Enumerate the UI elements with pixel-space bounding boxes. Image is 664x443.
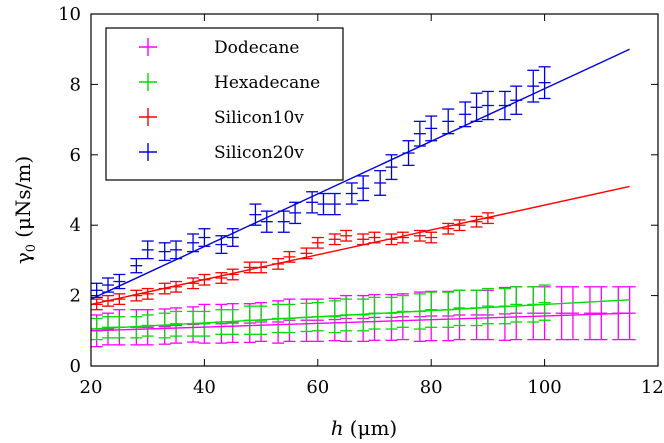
x-tick-label: 20 (80, 377, 103, 398)
legend-item-silicon20v: Silicon20v (139, 143, 304, 163)
x-tick-label: 80 (420, 377, 443, 398)
data-point (243, 261, 256, 274)
x-tick-label: 40 (193, 377, 216, 398)
fit-line-silicon20v (90, 48, 630, 300)
data-point (345, 182, 358, 205)
y-axis-label-sub: 0 (24, 244, 39, 252)
x-tick-label: 100 (527, 377, 561, 398)
y-axis-label: γ0 (μNs/m) (11, 156, 39, 264)
x-axis-label-unit: (μm) (350, 416, 398, 440)
data-point (215, 272, 228, 284)
y-tick-label: 2 (70, 286, 81, 307)
data-point (385, 154, 398, 181)
fit-line-dodecane (90, 312, 630, 332)
data-point (510, 85, 523, 115)
data-point (357, 175, 370, 202)
data-point (413, 120, 426, 147)
data-point (277, 210, 290, 233)
data-point (453, 219, 466, 232)
data-point (260, 210, 273, 233)
data-point (226, 228, 239, 247)
legend: Dodecane Hexadecane Silicon10v Silicon20v (105, 27, 344, 181)
y-tick-label: 4 (70, 215, 81, 236)
x-axis-label-main: h (331, 416, 344, 440)
fit-line-hexadecane (90, 299, 630, 330)
data-point (340, 229, 353, 242)
data-point (374, 169, 387, 196)
y-tick-label: 10 (58, 4, 81, 25)
data-point (306, 191, 319, 214)
data-point (130, 257, 143, 274)
y-tick-label: 6 (70, 145, 81, 166)
data-point (425, 231, 438, 244)
data-point (566, 286, 579, 341)
data-point (538, 284, 551, 321)
x-tick-label: 120 (641, 377, 664, 398)
y-axis-label-unit: (μNs/m) (11, 156, 35, 238)
x-axis-label: h (μm) (331, 416, 397, 440)
data-point (583, 286, 596, 341)
legend-label: Silicon10v (214, 108, 304, 128)
legend-item-silicon10v: Silicon10v (139, 108, 304, 128)
data-point (328, 233, 341, 246)
y-tick-label: 8 (70, 74, 81, 95)
fit-line-silicon10v (90, 185, 630, 306)
y-tick-label: 0 (70, 356, 81, 377)
data-point (90, 282, 103, 299)
data-point (470, 215, 483, 228)
data-point (90, 298, 103, 311)
y-axis-label-main: γ (11, 252, 35, 264)
legend-item-hexadecane: Hexadecane (139, 73, 320, 93)
data-point (538, 66, 551, 100)
data-point (402, 140, 415, 167)
data-point (442, 222, 455, 235)
data-point (170, 240, 183, 260)
plot-frame (90, 13, 659, 367)
data-point (328, 192, 341, 216)
data-point (555, 286, 568, 341)
legend-item-dodecane: Dodecane (139, 38, 299, 58)
axis-layer: 20 40 60 80 100 120 0 2 4 6 8 10 (58, 4, 664, 398)
legend-label: Hexadecane (214, 73, 320, 93)
data-point (453, 289, 466, 327)
data-point (442, 108, 455, 135)
data-point (141, 287, 154, 300)
legend-box (105, 27, 344, 181)
data-point (102, 277, 115, 293)
data-point (311, 236, 324, 249)
data-point (158, 242, 171, 262)
data-point (113, 293, 126, 306)
data-point (510, 286, 523, 323)
series-hexadecane (90, 284, 551, 341)
fit-layer (90, 48, 630, 332)
data-point (595, 286, 608, 341)
legend-label: Dodecane (214, 38, 299, 58)
legend-label: Silicon20v (214, 143, 304, 163)
legend-items: Dodecane Hexadecane Silicon10v Silicon20v (139, 38, 320, 163)
data-point (141, 240, 154, 260)
x-tick-label: 60 (306, 377, 329, 398)
data-point (527, 69, 540, 103)
